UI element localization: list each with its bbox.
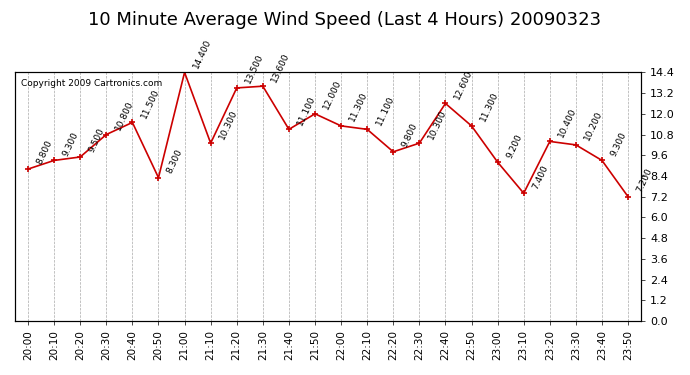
Text: 10.300: 10.300 xyxy=(426,108,448,140)
Text: 8.300: 8.300 xyxy=(166,148,184,175)
Text: 7.400: 7.400 xyxy=(531,163,550,190)
Text: 11.300: 11.300 xyxy=(348,91,370,123)
Text: 10.300: 10.300 xyxy=(217,108,239,140)
Text: 10.200: 10.200 xyxy=(583,110,604,142)
Text: 9.300: 9.300 xyxy=(609,130,628,158)
Text: 10 Minute Average Wind Speed (Last 4 Hours) 20090323: 10 Minute Average Wind Speed (Last 4 Hou… xyxy=(88,11,602,29)
Text: 13.500: 13.500 xyxy=(244,53,265,85)
Text: 14.400: 14.400 xyxy=(192,38,213,70)
Text: 9.800: 9.800 xyxy=(400,122,420,149)
Text: 11.100: 11.100 xyxy=(296,94,317,127)
Text: Copyright 2009 Cartronics.com: Copyright 2009 Cartronics.com xyxy=(21,79,163,88)
Text: 11.300: 11.300 xyxy=(478,91,500,123)
Text: 9.300: 9.300 xyxy=(61,130,80,158)
Text: 9.200: 9.200 xyxy=(504,132,524,159)
Text: 11.500: 11.500 xyxy=(139,87,161,120)
Text: 8.800: 8.800 xyxy=(35,139,54,166)
Text: 10.800: 10.800 xyxy=(113,99,135,132)
Text: 11.100: 11.100 xyxy=(374,94,395,127)
Text: 13.600: 13.600 xyxy=(270,51,291,83)
Text: 12.600: 12.600 xyxy=(453,68,474,100)
Text: 12.000: 12.000 xyxy=(322,79,344,111)
Text: 9.500: 9.500 xyxy=(87,127,106,154)
Text: 7.200: 7.200 xyxy=(635,167,654,194)
Text: 10.400: 10.400 xyxy=(557,106,578,139)
